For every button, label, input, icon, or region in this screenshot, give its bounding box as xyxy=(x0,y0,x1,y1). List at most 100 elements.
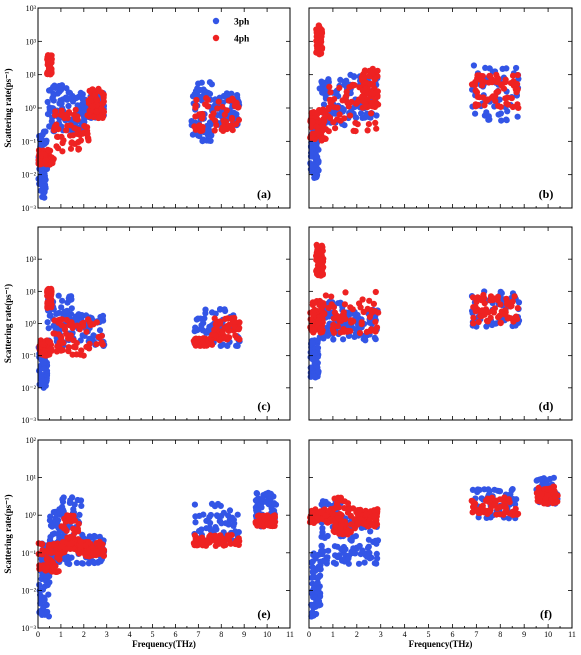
data-point-4ph xyxy=(217,320,224,327)
data-point-3ph xyxy=(308,559,315,566)
data-point-4ph xyxy=(93,108,100,115)
data-point-4ph xyxy=(342,289,349,296)
data-point-4ph xyxy=(100,552,107,560)
data-point-3ph xyxy=(226,507,234,514)
data-point-4ph xyxy=(504,299,511,307)
data-point-4ph xyxy=(352,128,359,135)
data-point-4ph xyxy=(509,72,517,79)
data-point-3ph xyxy=(44,111,52,118)
data-point-3ph xyxy=(195,132,202,139)
y-tick-label: 10⁰ xyxy=(25,511,36,520)
data-point-3ph xyxy=(57,86,65,94)
data-point-3ph xyxy=(233,342,240,349)
data-point-3ph xyxy=(222,520,229,527)
data-point-3ph xyxy=(40,359,47,366)
data-point-4ph xyxy=(355,518,363,526)
data-point-3ph xyxy=(311,350,318,357)
data-point-3ph xyxy=(79,531,86,539)
data-point-4ph xyxy=(337,524,344,531)
data-point-4ph xyxy=(69,351,76,358)
data-point-4ph xyxy=(352,119,359,126)
data-point-4ph xyxy=(509,103,516,111)
data-point-4ph xyxy=(472,303,479,310)
data-point-3ph xyxy=(503,65,510,72)
data-point-4ph xyxy=(192,339,199,346)
data-point-3ph xyxy=(40,365,48,372)
data-point-4ph xyxy=(44,559,51,567)
data-point-4ph xyxy=(99,114,106,121)
data-point-4ph xyxy=(361,68,368,75)
data-point-4ph xyxy=(204,102,211,110)
data-point-3ph xyxy=(44,581,51,589)
data-point-4ph xyxy=(75,145,83,152)
data-point-3ph xyxy=(253,490,261,497)
data-point-3ph xyxy=(217,342,224,349)
y-tick-label: 10¹ xyxy=(26,287,37,296)
data-point-4ph xyxy=(219,103,226,110)
data-point-4ph xyxy=(59,347,66,354)
data-point-4ph xyxy=(334,116,341,123)
data-point-4ph xyxy=(87,322,94,329)
data-point-3ph xyxy=(309,163,316,170)
data-point-4ph xyxy=(319,247,326,254)
data-point-3ph xyxy=(472,110,479,117)
data-point-4ph xyxy=(315,317,322,324)
data-point-3ph xyxy=(58,82,66,89)
data-point-4ph xyxy=(46,348,53,355)
data-point-4ph xyxy=(327,114,334,122)
x-tick-label: 8 xyxy=(498,630,502,639)
data-point-3ph xyxy=(355,560,363,567)
data-point-4ph xyxy=(509,511,517,519)
data-point-4ph xyxy=(502,503,509,511)
data-point-4ph xyxy=(513,89,520,96)
data-point-4ph xyxy=(487,506,494,513)
data-point-3ph xyxy=(252,497,259,504)
data-point-4ph xyxy=(212,117,219,124)
data-point-4ph xyxy=(59,148,66,155)
data-point-4ph xyxy=(314,111,321,118)
data-point-3ph xyxy=(509,486,516,493)
data-point-4ph xyxy=(471,82,479,89)
data-point-4ph xyxy=(318,509,325,516)
data-point-3ph xyxy=(498,117,505,124)
data-point-4ph xyxy=(192,102,199,109)
data-point-4ph xyxy=(57,338,64,346)
data-point-4ph xyxy=(330,321,337,328)
data-point-4ph xyxy=(100,94,107,101)
data-point-4ph xyxy=(470,320,477,327)
data-point-3ph xyxy=(311,358,318,365)
data-point-4ph xyxy=(326,83,333,90)
panel-label: (b) xyxy=(539,187,554,201)
data-point-4ph xyxy=(314,28,321,35)
x-tick-label: 3 xyxy=(379,630,383,639)
data-point-4ph xyxy=(59,139,66,147)
y-tick-label: 10⁻² xyxy=(21,384,36,393)
data-point-4ph xyxy=(45,52,52,59)
data-point-3ph xyxy=(335,300,342,307)
data-point-4ph xyxy=(369,90,376,97)
data-point-4ph xyxy=(535,484,542,491)
data-point-3ph xyxy=(265,501,272,508)
data-point-3ph xyxy=(66,89,73,96)
data-point-4ph xyxy=(486,498,493,505)
data-point-4ph xyxy=(54,133,61,140)
data-point-3ph xyxy=(309,609,316,616)
data-point-4ph xyxy=(67,145,75,152)
data-point-3ph xyxy=(80,98,88,105)
data-point-4ph xyxy=(231,319,238,326)
data-point-4ph xyxy=(328,301,335,308)
data-point-4ph xyxy=(336,111,343,118)
data-point-3ph xyxy=(45,613,53,620)
x-tick-label: 1 xyxy=(331,630,335,639)
data-point-4ph xyxy=(212,538,219,545)
x-tick-label: 0 xyxy=(36,630,40,639)
data-point-4ph xyxy=(93,341,100,348)
data-point-3ph xyxy=(198,325,205,332)
data-point-3ph xyxy=(59,297,66,304)
data-point-4ph xyxy=(366,72,373,80)
data-point-3ph xyxy=(56,100,63,107)
data-point-3ph xyxy=(37,187,44,194)
data-point-4ph xyxy=(331,505,338,512)
data-point-3ph xyxy=(203,525,210,532)
data-point-4ph xyxy=(337,329,344,336)
